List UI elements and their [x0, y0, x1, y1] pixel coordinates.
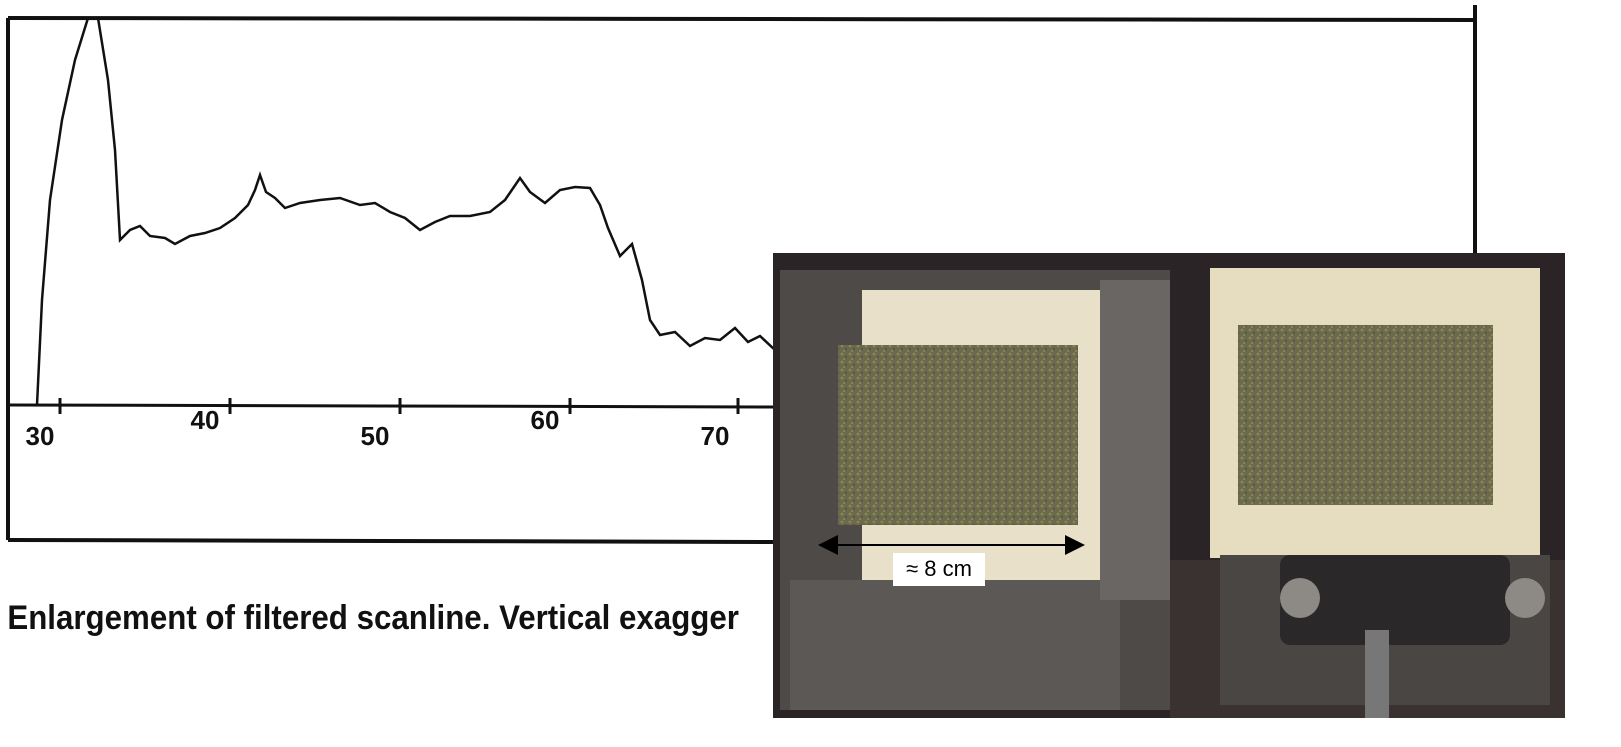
tick-label: 50	[361, 421, 390, 451]
specimen-photo: ≈ 8 cm	[773, 253, 1565, 718]
figure: 30 40 50 60 70 Enlargement of filtered s…	[0, 0, 1621, 742]
tick-label: 60	[531, 405, 560, 435]
tick-label: 70	[701, 421, 730, 451]
tick-label: 40	[191, 405, 220, 435]
caption: Enlargement of filtered scanline. Vertic…	[7, 598, 739, 637]
scale-label: ≈ 8 cm	[906, 556, 972, 581]
scanline-profile	[37, 18, 775, 405]
tick-label: 30	[26, 421, 55, 451]
page: {"figure": { "tick_labels": ["30", "40",…	[0, 0, 1621, 742]
